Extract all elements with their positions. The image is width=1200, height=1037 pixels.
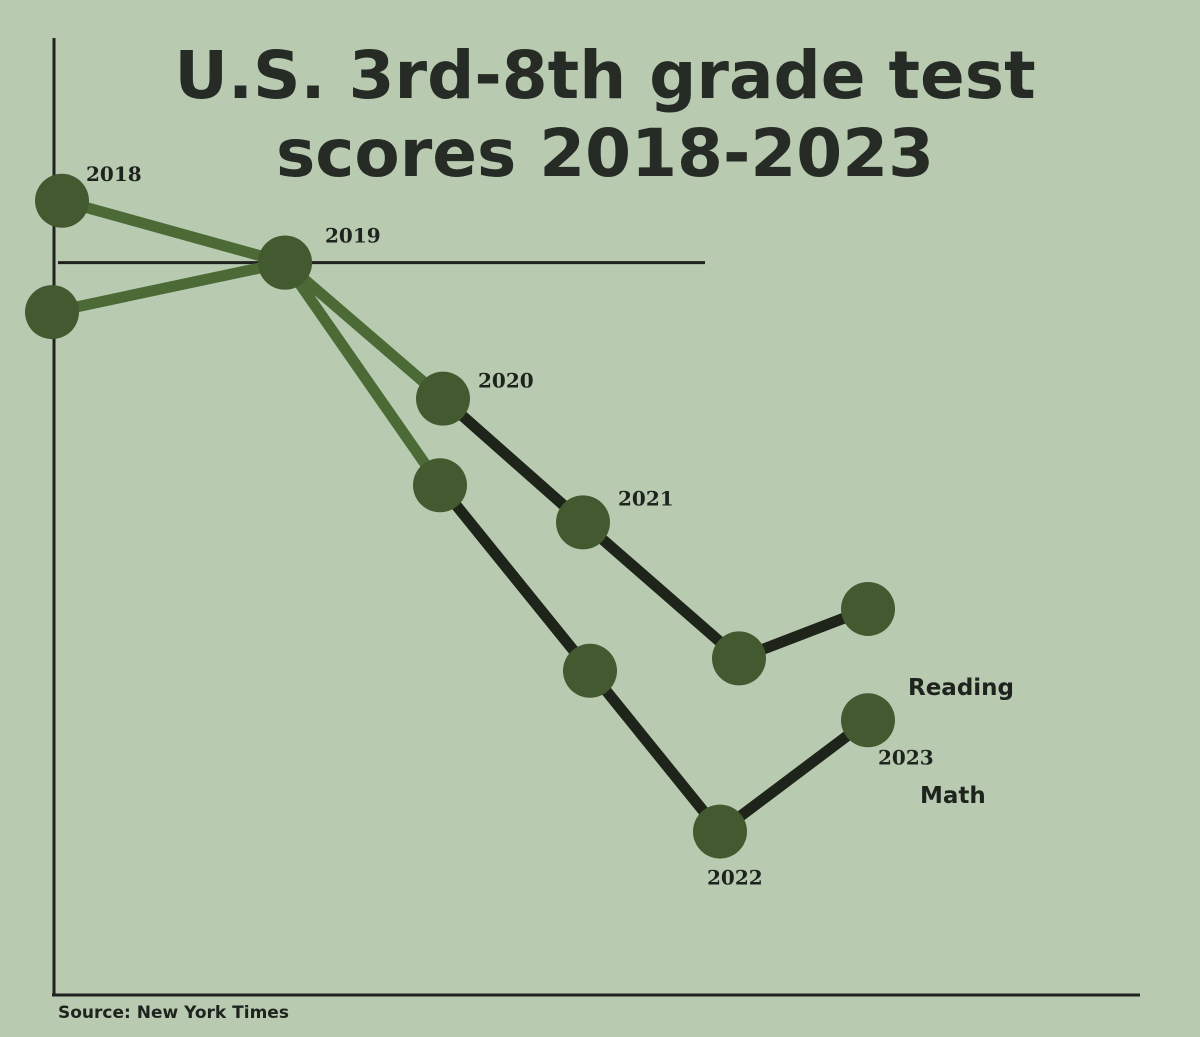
line-segment-reading-2020-2021 <box>437 393 589 528</box>
series-lines <box>46 195 874 838</box>
source-note: Source: New York Times <box>58 1003 289 1023</box>
year-label-2021: 2021 <box>618 486 674 510</box>
series-label-reading: Reading <box>908 675 1014 701</box>
series-label-math: Math <box>920 783 986 809</box>
data-point-math-2020 <box>413 458 467 513</box>
line-segment-reading-2021-2022 <box>577 516 745 664</box>
data-point-reading-2022 <box>712 631 766 686</box>
data-point-reading-2021 <box>556 495 610 550</box>
line-segment-math-2019-2020 <box>279 257 446 491</box>
line-segment-math-2021-2022 <box>584 665 726 838</box>
data-point-reading-2023 <box>841 581 895 636</box>
year-labels: 2018 2019 2020 2021 2022 2023 <box>86 162 934 890</box>
line-segment-math-2022-2023 <box>714 714 874 838</box>
year-label-2023: 2023 <box>878 745 934 769</box>
chart-title-line-1: U.S. 3rd-8th grade test <box>174 37 1035 114</box>
year-label-2019: 2019 <box>325 224 381 248</box>
data-point-math-2018 <box>25 285 79 340</box>
year-label-2022: 2022 <box>707 866 763 890</box>
line-segment-reading-2019-2020 <box>279 257 449 405</box>
data-point-math-2023 <box>841 693 895 748</box>
data-point-reading-2018 <box>35 173 89 228</box>
year-label-2020: 2020 <box>478 369 534 393</box>
year-label-2018: 2018 <box>86 162 142 186</box>
data-point-math-2019 <box>258 235 312 290</box>
data-point-math-2021 <box>563 643 617 698</box>
data-point-reading-2020 <box>416 371 470 426</box>
data-point-math-2022 <box>693 804 747 859</box>
series-points <box>25 173 895 859</box>
chart-title-line-2: scores 2018-2023 <box>276 115 934 192</box>
line-segment-math-2020-2021 <box>434 479 596 677</box>
line-segment-reading-2018-2019 <box>56 195 291 269</box>
line-segment-math-2018-2019 <box>46 257 291 318</box>
